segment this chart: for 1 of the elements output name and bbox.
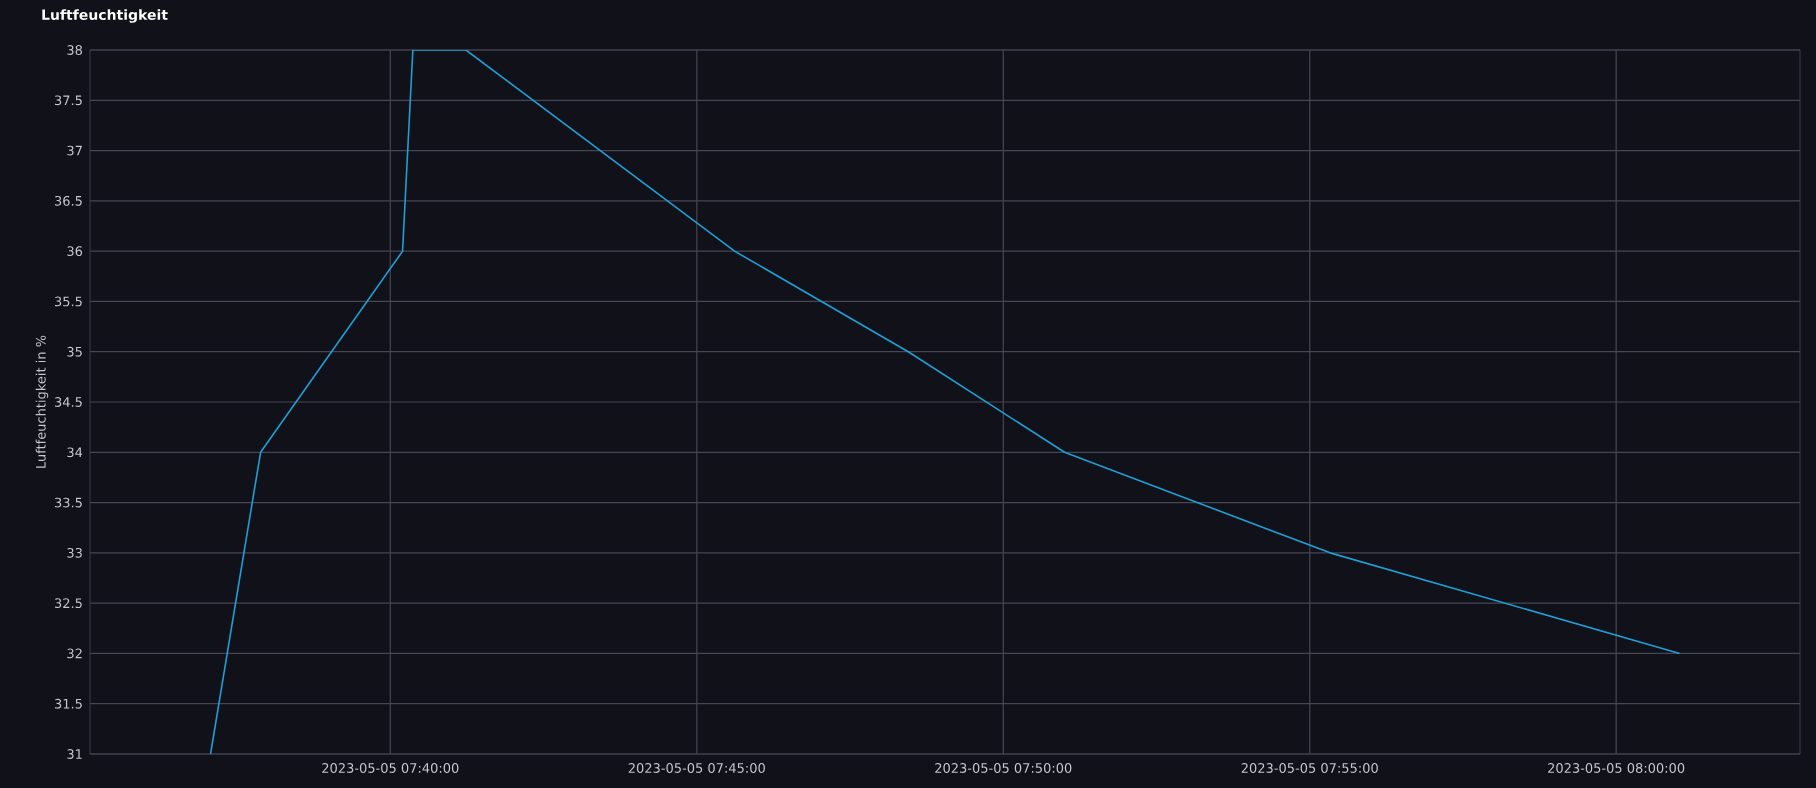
line-series [209,50,1681,754]
